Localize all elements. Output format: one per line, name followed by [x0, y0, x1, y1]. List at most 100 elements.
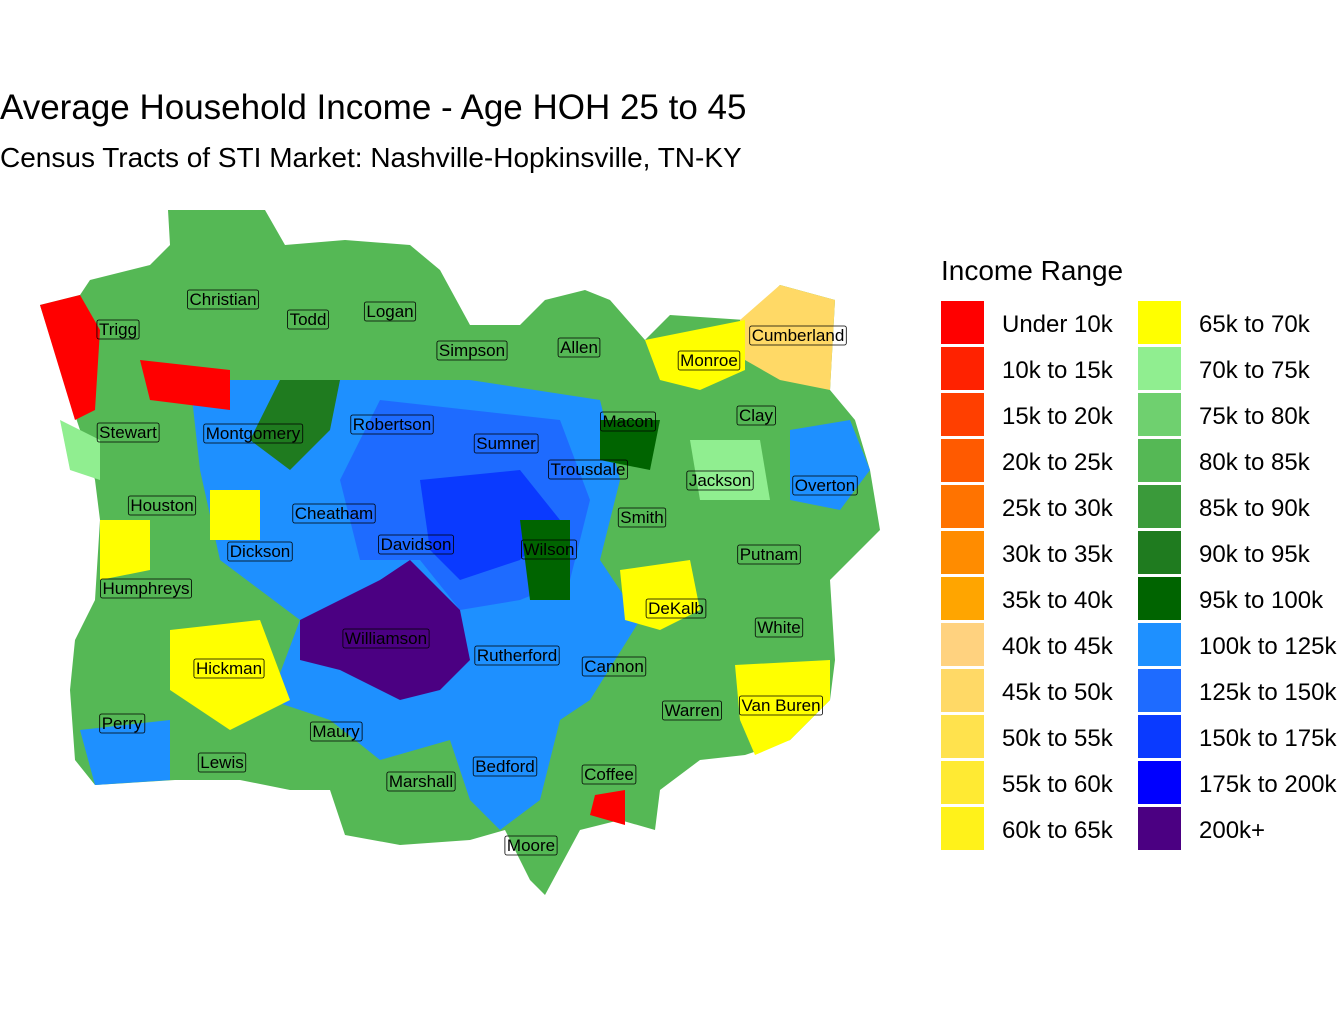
county-name: Simpson: [439, 341, 505, 360]
county-label: Sumner: [473, 433, 539, 454]
county-name: Warren: [664, 701, 719, 720]
legend-label: 30k to 35k: [1002, 541, 1114, 568]
county-name: Clay: [739, 406, 774, 425]
county-label-box: [474, 645, 560, 666]
legend-swatch: [941, 531, 984, 574]
county-name: Perry: [102, 714, 143, 733]
legend-label: Under 10k: [1002, 311, 1114, 338]
legend-swatch: [941, 393, 984, 436]
legend-label: 65k to 70k: [1199, 311, 1311, 338]
county-label-box: [581, 764, 637, 785]
county-name: Lewis: [200, 753, 243, 772]
legend-label: 50k to 55k: [1002, 725, 1114, 752]
county-label: Maury: [309, 721, 363, 742]
county-label-box: [378, 534, 454, 555]
county-name: Moore: [507, 836, 555, 855]
county-label-box: [600, 411, 656, 432]
legend-swatch: [941, 347, 984, 390]
county-name: Cumberland: [752, 326, 845, 345]
legend-label: 10k to 15k: [1002, 357, 1114, 384]
county-label: Perry: [99, 713, 146, 734]
county-label: Montgomery: [203, 423, 304, 444]
county-label-box: [309, 721, 363, 742]
county-label: Macon: [600, 411, 656, 432]
county-label: Coffee: [581, 764, 637, 785]
county-label-box: [581, 656, 647, 677]
legend-label: 25k to 30k: [1002, 495, 1114, 522]
county-label-box: [363, 301, 417, 322]
county-label-box: [386, 771, 456, 792]
county-label-box: [100, 578, 192, 599]
county-label-box: [617, 507, 667, 528]
county-label-box: [99, 713, 146, 734]
legend-label: 45k to 50k: [1002, 679, 1114, 706]
legend-title: Income Range: [941, 255, 1123, 286]
legend-swatch: [1138, 623, 1181, 666]
region: [170, 620, 290, 730]
subtitle: Census Tracts of STI Market: Nashville-H…: [0, 142, 742, 173]
county-name: Davidson: [381, 535, 452, 554]
county-label: Dickson: [227, 541, 293, 562]
legend-swatch: [1138, 669, 1181, 712]
region: [140, 360, 230, 410]
legend-label: 75k to 80k: [1199, 403, 1311, 430]
county-name: Smith: [620, 508, 663, 527]
region: [60, 420, 100, 480]
legend-label: 200k+: [1199, 817, 1265, 844]
legend-swatch: [941, 807, 984, 850]
legend-swatch: [941, 669, 984, 712]
legend-swatch: [941, 485, 984, 528]
county-label: Humphreys: [100, 578, 192, 599]
county-label-box: [96, 319, 140, 340]
legend-swatch: [941, 761, 984, 804]
legend-swatch: [941, 623, 984, 666]
county-label: Houston: [127, 495, 197, 516]
county-label: Hickman: [193, 658, 265, 679]
county-name: Bedford: [475, 757, 535, 776]
legend-swatch: [1138, 761, 1181, 804]
county-label: Putnam: [737, 544, 801, 565]
county-label: Cumberland: [749, 325, 847, 346]
county-label: Cheatham: [292, 503, 376, 524]
legend-swatch: [1138, 347, 1181, 390]
county-label-box: [292, 503, 376, 524]
county-label: Christian: [187, 289, 259, 310]
county-name: Todd: [290, 310, 327, 329]
legend-swatch: [1138, 439, 1181, 482]
region: [690, 440, 770, 500]
county-label-box: [342, 628, 430, 649]
county-label: Smith: [617, 507, 667, 528]
legend-swatch: [941, 439, 984, 482]
county-name: White: [757, 618, 800, 637]
county-label-box: [677, 350, 741, 371]
county-label: Robertson: [350, 414, 434, 435]
county-name: Montgomery: [206, 424, 301, 443]
county-label-box: [96, 422, 160, 443]
county-label-box: [504, 835, 558, 856]
region: [100, 520, 150, 580]
county-label-box: [548, 459, 628, 480]
legend-swatch: [1138, 301, 1181, 344]
county-label-box: [436, 340, 508, 361]
county-label-box: [739, 695, 823, 716]
legend-swatch: [1138, 485, 1181, 528]
county-label: Davidson: [378, 534, 454, 555]
county-label-box: [473, 433, 539, 454]
title: Average Household Income - Age HOH 25 to…: [0, 88, 746, 127]
county-label: Bedford: [472, 756, 538, 777]
county-label-box: [754, 617, 804, 638]
county-name: Stewart: [99, 423, 157, 442]
region: [620, 560, 700, 630]
legend-label: 70k to 75k: [1199, 357, 1311, 384]
legend-label: 80k to 85k: [1199, 449, 1311, 476]
county-name: Cannon: [584, 657, 644, 676]
county-label: Jackson: [686, 470, 754, 491]
county-name: Trigg: [99, 320, 137, 339]
county-label-box: [127, 495, 197, 516]
legend-swatch: [941, 301, 984, 344]
county-name: Jackson: [689, 471, 751, 490]
county-label-box: [187, 289, 259, 310]
region: [590, 790, 625, 825]
legend-label: 90k to 95k: [1199, 541, 1311, 568]
county-label: Lewis: [197, 752, 247, 773]
